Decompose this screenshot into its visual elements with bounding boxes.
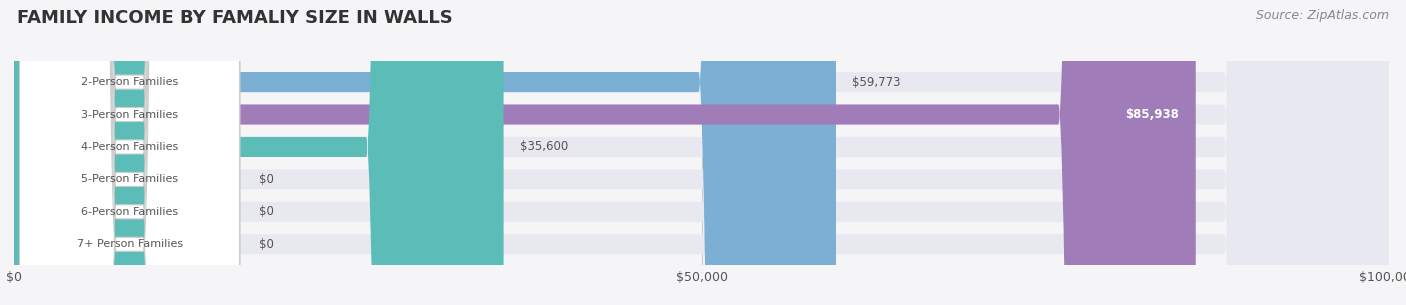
FancyBboxPatch shape (14, 0, 1389, 305)
FancyBboxPatch shape (14, 0, 837, 305)
Text: $59,773: $59,773 (852, 76, 901, 88)
FancyBboxPatch shape (14, 0, 1389, 305)
FancyBboxPatch shape (20, 0, 239, 305)
FancyBboxPatch shape (20, 0, 239, 305)
FancyBboxPatch shape (20, 0, 239, 305)
Text: Source: ZipAtlas.com: Source: ZipAtlas.com (1256, 9, 1389, 22)
FancyBboxPatch shape (20, 0, 239, 305)
FancyBboxPatch shape (20, 0, 239, 305)
Text: 5-Person Families: 5-Person Families (82, 174, 179, 185)
FancyBboxPatch shape (14, 0, 1389, 305)
FancyBboxPatch shape (14, 0, 1389, 305)
FancyBboxPatch shape (14, 0, 503, 305)
Text: $0: $0 (259, 238, 274, 251)
Text: 4-Person Families: 4-Person Families (82, 142, 179, 152)
Text: $0: $0 (259, 173, 274, 186)
Text: $85,938: $85,938 (1125, 108, 1180, 121)
Text: 2-Person Families: 2-Person Families (82, 77, 179, 87)
FancyBboxPatch shape (20, 0, 239, 305)
Text: 3-Person Families: 3-Person Families (82, 109, 179, 120)
FancyBboxPatch shape (14, 0, 1389, 305)
FancyBboxPatch shape (14, 0, 1195, 305)
Text: $35,600: $35,600 (520, 141, 568, 153)
Text: 7+ Person Families: 7+ Person Families (76, 239, 183, 249)
Text: $0: $0 (259, 205, 274, 218)
FancyBboxPatch shape (14, 0, 1389, 305)
Text: 6-Person Families: 6-Person Families (82, 207, 179, 217)
Text: FAMILY INCOME BY FAMALIY SIZE IN WALLS: FAMILY INCOME BY FAMALIY SIZE IN WALLS (17, 9, 453, 27)
